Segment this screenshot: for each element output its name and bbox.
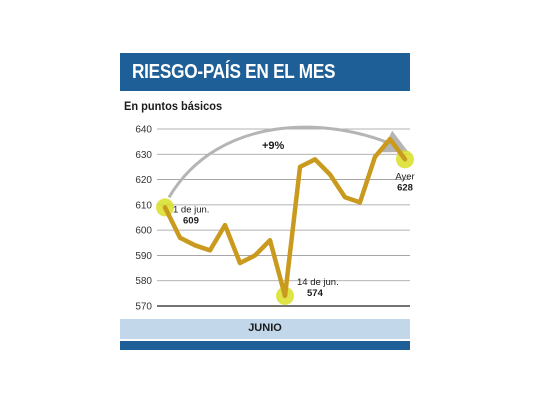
- y-tick-label: 610: [135, 200, 152, 211]
- highlight-date-label: 14 de jun.: [297, 277, 339, 288]
- y-tick-label: 630: [135, 150, 152, 161]
- highlight-value-label: 628: [397, 182, 413, 193]
- series-line: [162, 136, 408, 299]
- change-annotation: +9%: [262, 140, 285, 152]
- x-axis-band: JUNIO: [120, 319, 410, 339]
- chart-title: RIESGO-PAÍS EN EL MES: [132, 61, 336, 83]
- y-tick-label: 580: [135, 276, 152, 287]
- footer-bar: [120, 341, 410, 350]
- chart-header-bar: RIESGO-PAÍS EN EL MES: [120, 53, 410, 91]
- highlight-value-label: 574: [307, 288, 324, 299]
- y-axis-ticks: 570 580 590 600 610 620 630 640: [135, 125, 152, 313]
- y-tick-label: 640: [135, 125, 152, 136]
- highlight-date-label: Ayer: [395, 171, 414, 182]
- y-tick-label: 590: [135, 251, 152, 262]
- y-tick-label: 600: [135, 226, 152, 237]
- highlight-value-label: 609: [183, 215, 199, 226]
- y-tick-label: 620: [135, 175, 152, 186]
- chart-subtitle: En puntos básicos: [124, 99, 223, 113]
- x-axis-label: JUNIO: [248, 322, 282, 334]
- y-tick-label: 570: [135, 302, 152, 313]
- change-arc-arrow: [167, 125, 409, 199]
- highlight-date-label: 1 de jun.: [173, 204, 209, 215]
